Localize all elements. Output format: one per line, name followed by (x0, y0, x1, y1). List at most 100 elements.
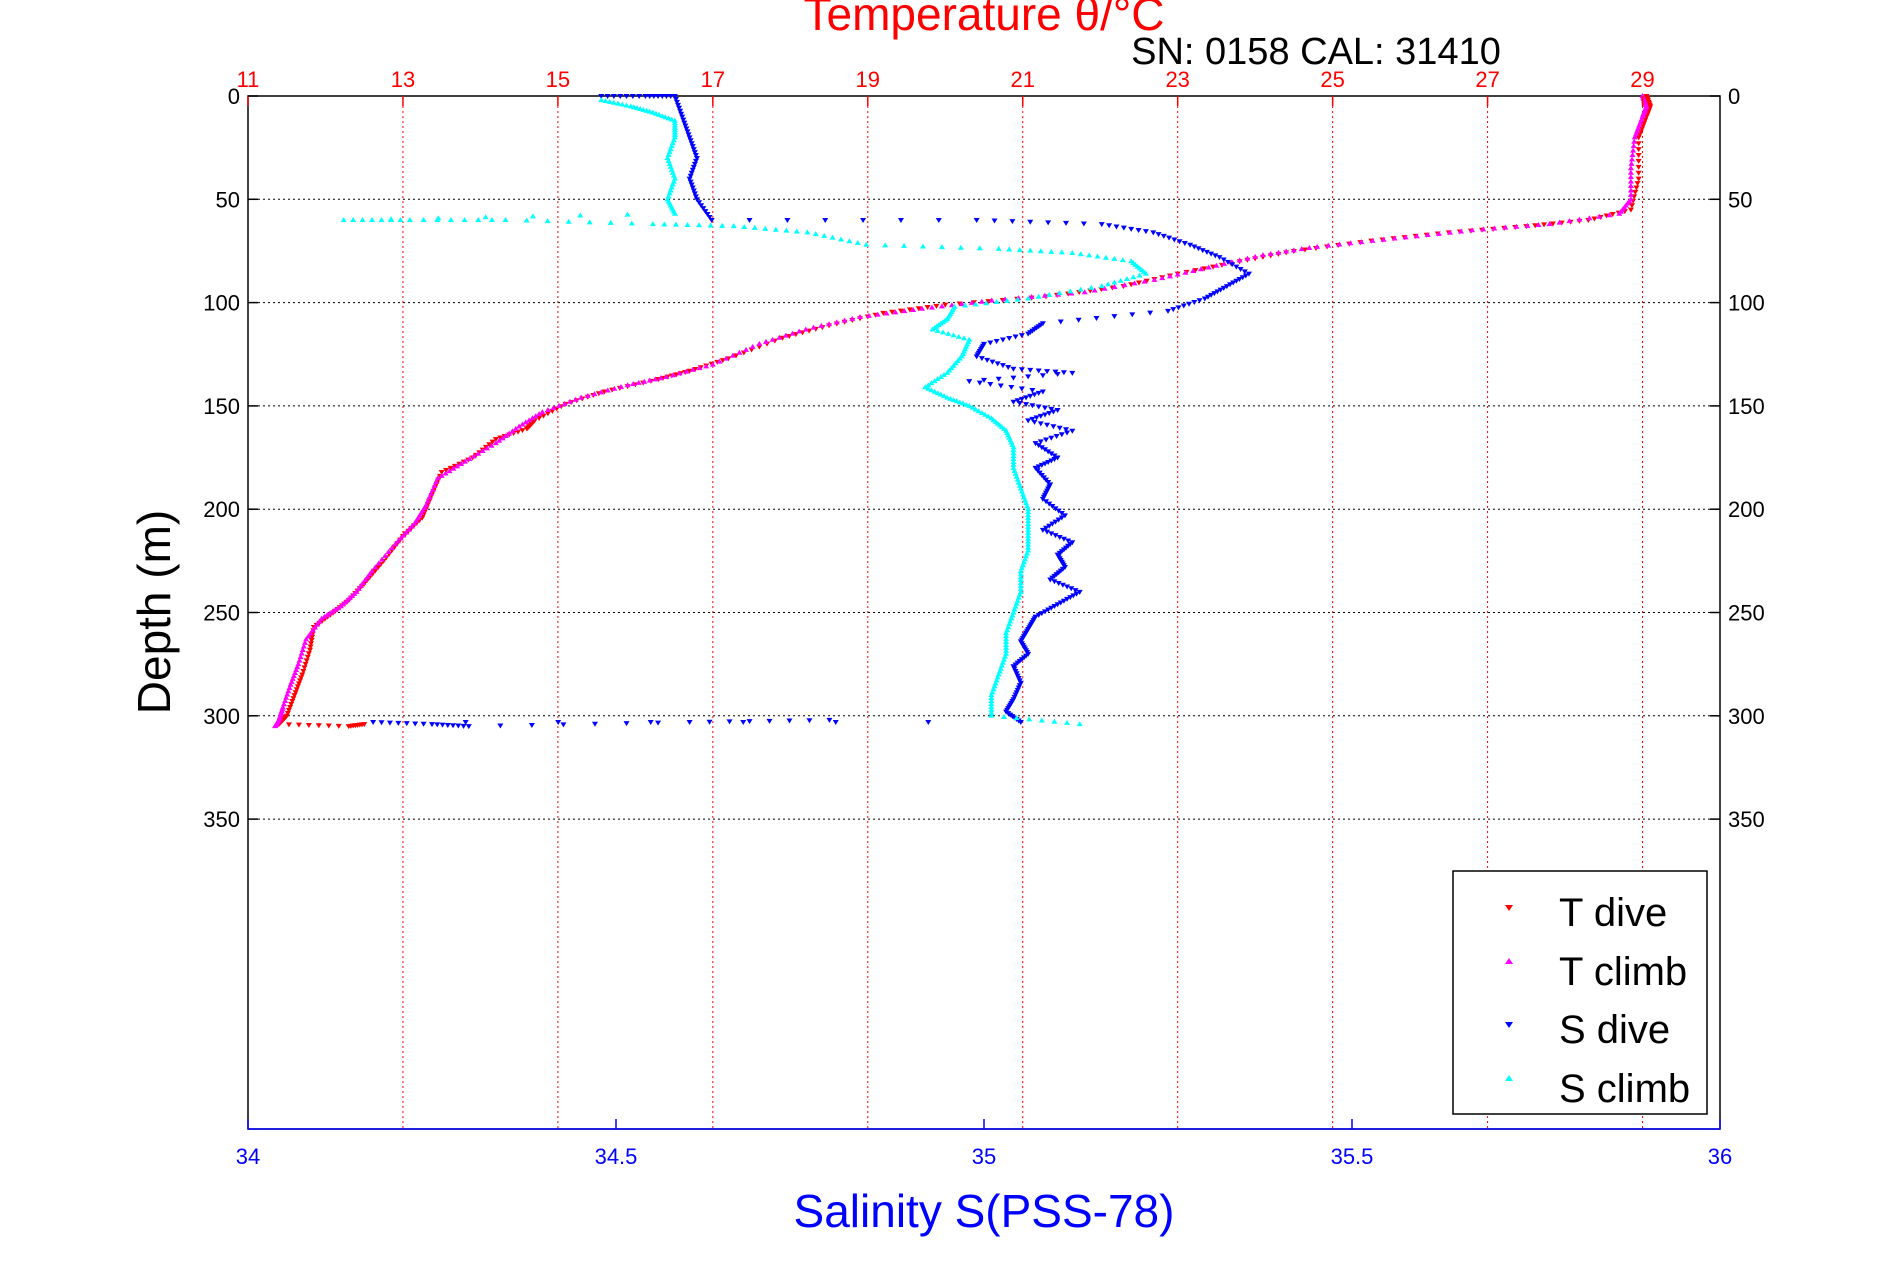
data-point (1031, 419, 1038, 425)
data-point (1010, 456, 1017, 462)
data-point (306, 647, 313, 653)
data-point (691, 150, 698, 156)
data-point (1018, 396, 1025, 402)
data-point (1058, 432, 1065, 438)
data-point (387, 216, 394, 222)
data-point (1035, 390, 1042, 396)
data-point (650, 94, 657, 99)
data-point (950, 332, 957, 338)
data-point (1003, 630, 1010, 636)
data-point (1105, 281, 1112, 287)
data-point (1029, 416, 1036, 422)
data-point (1098, 287, 1105, 293)
data-point (1046, 523, 1053, 529)
data-point (1069, 428, 1076, 434)
data-point (1061, 513, 1068, 519)
data-point (302, 661, 309, 667)
data-point (512, 425, 519, 431)
data-point (1025, 535, 1032, 541)
data-point (1010, 450, 1017, 456)
data-point (567, 398, 574, 404)
data-point (649, 221, 656, 227)
data-point (519, 421, 526, 427)
data-point (420, 721, 427, 727)
data-point (420, 216, 427, 222)
data-point (297, 654, 304, 660)
data-point (1065, 538, 1072, 544)
data-point (928, 380, 935, 386)
data-point (1025, 523, 1032, 529)
data-point (928, 387, 935, 393)
data-point (676, 370, 683, 376)
data-point (1203, 249, 1210, 255)
data-point (1204, 294, 1211, 300)
data-point (1080, 221, 1087, 227)
data-point (1136, 272, 1143, 278)
data-point (1166, 273, 1173, 279)
data-point (1038, 717, 1045, 723)
data-point (688, 170, 695, 176)
data-point (746, 217, 753, 223)
data-point (388, 545, 395, 551)
data-point (1369, 237, 1376, 243)
legend-label-s-dive: S dive (1559, 1008, 1670, 1052)
data-point (561, 400, 568, 406)
data-point (901, 308, 908, 314)
data-point (1045, 607, 1052, 613)
legend-label-t-climb: T climb (1559, 950, 1687, 994)
data-point (499, 435, 506, 441)
data-point (1056, 534, 1063, 540)
data-point (1159, 275, 1166, 281)
data-point (332, 606, 339, 612)
data-point (1009, 219, 1016, 225)
data-point (447, 216, 454, 222)
legend-label-s-climb: S climb (1559, 1067, 1690, 1111)
data-point (1014, 296, 1021, 302)
data-point (287, 681, 294, 687)
data-point (329, 608, 336, 614)
data-point (1591, 216, 1598, 222)
data-point (496, 437, 503, 443)
data-point (304, 654, 311, 660)
data-point (945, 330, 952, 336)
data-point (838, 236, 845, 242)
data-point (1053, 434, 1060, 440)
data-point (497, 723, 504, 729)
data-point (1628, 160, 1635, 166)
data-point (988, 709, 995, 715)
data-point (675, 102, 682, 108)
data-point (635, 379, 642, 385)
data-point (1039, 389, 1046, 395)
data-point (689, 167, 696, 173)
data-point (400, 532, 407, 538)
data-point (1025, 512, 1032, 518)
data-point (973, 217, 980, 223)
data-point (783, 227, 790, 233)
tick-label-top: 25 (1320, 67, 1344, 92)
data-point (1067, 288, 1074, 294)
data-point (686, 135, 693, 141)
legend-marker-t-dive (1505, 905, 1513, 911)
data-point (1220, 285, 1227, 291)
data-point (976, 380, 983, 386)
data-point (934, 327, 941, 333)
data-point (604, 387, 611, 393)
data-point (1627, 207, 1634, 213)
data-point (716, 358, 723, 364)
data-point (671, 94, 678, 99)
data-point (736, 349, 743, 355)
data-point (1077, 251, 1084, 257)
data-point (696, 222, 703, 228)
data-point (939, 329, 946, 335)
data-point (284, 710, 291, 716)
tick-label-right: 50 (1728, 187, 1752, 212)
data-point (615, 100, 622, 106)
data-point (1635, 164, 1642, 170)
legend-label-t-dive: T dive (1559, 891, 1667, 935)
data-point (1017, 582, 1024, 588)
data-point (818, 322, 825, 328)
tick-label-right: 0 (1728, 84, 1740, 109)
tick-label-top: 23 (1165, 67, 1189, 92)
data-point (466, 456, 473, 462)
data-point (1446, 229, 1453, 235)
